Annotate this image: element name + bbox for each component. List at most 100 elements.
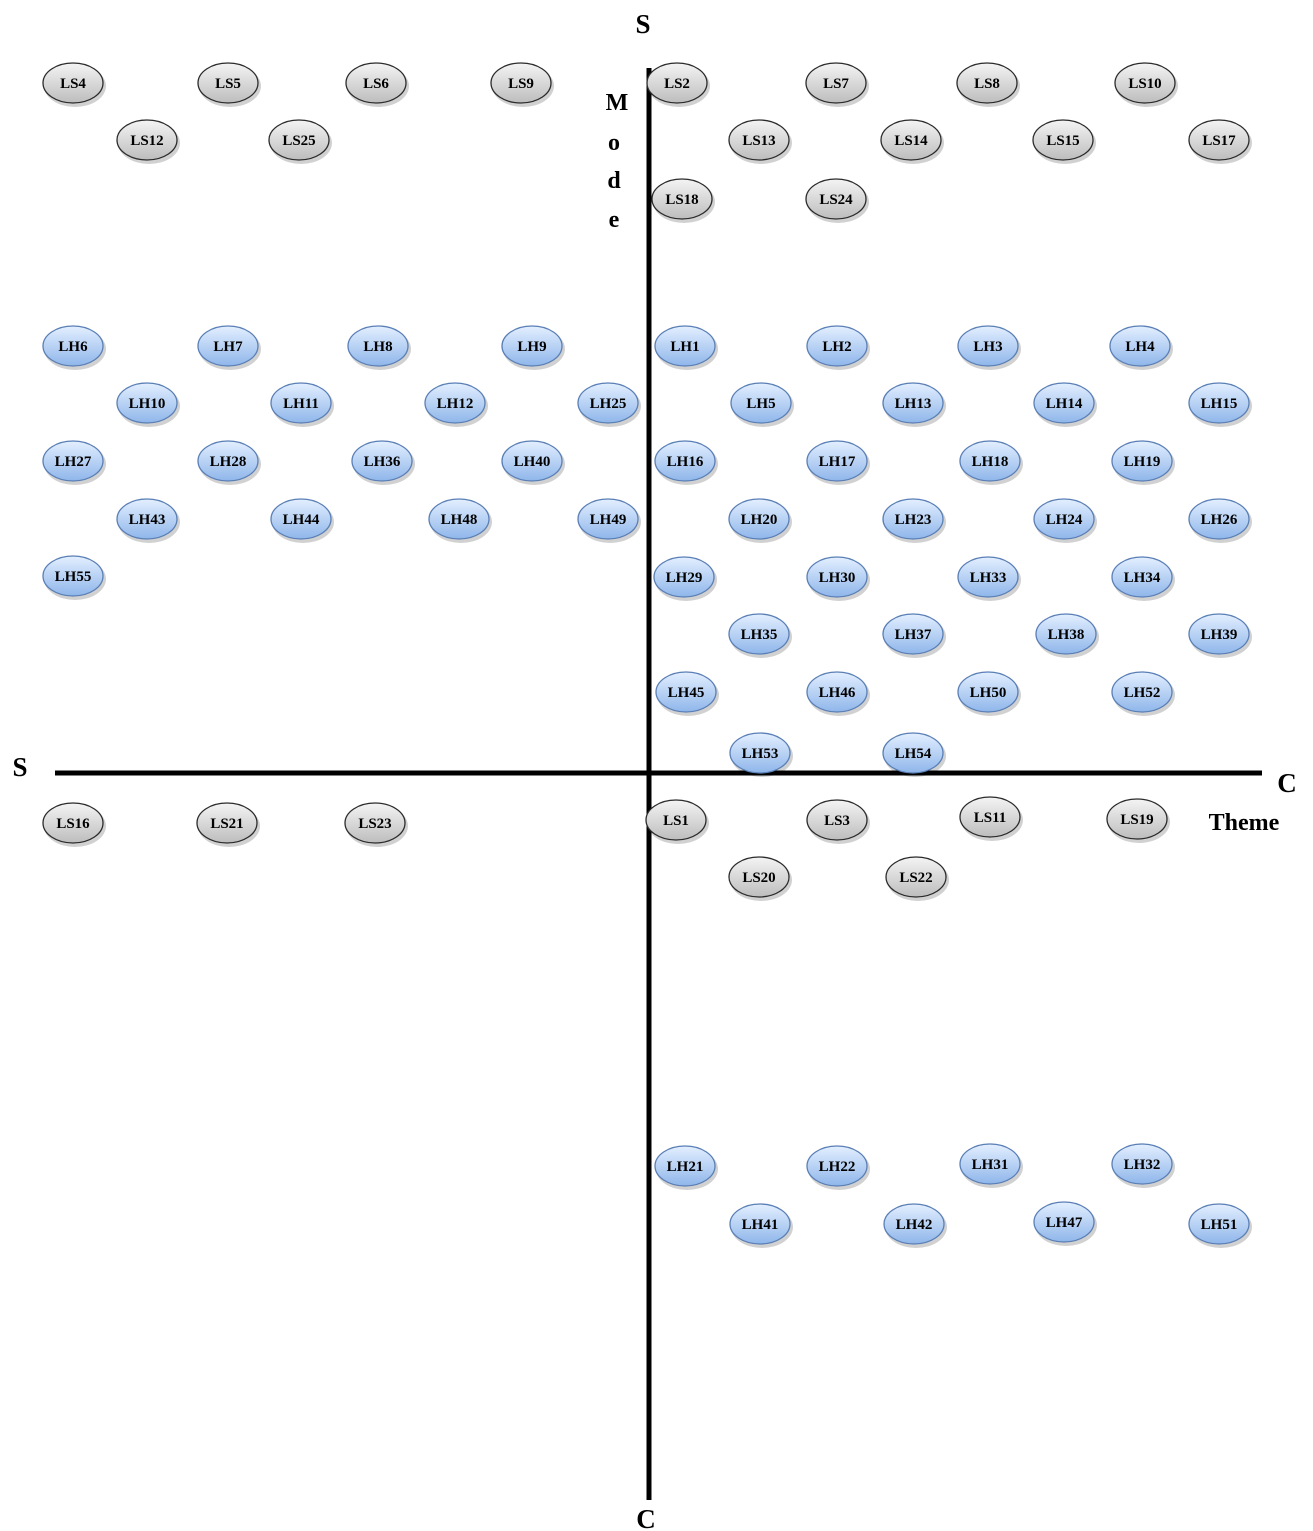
node-label: LH47 (1046, 1215, 1083, 1231)
node-lh41: LH41 (729, 1203, 793, 1248)
node-ellipse (42, 325, 104, 367)
node-ellipse (806, 325, 868, 367)
node-ellipse (728, 119, 790, 161)
node-ellipse (1114, 62, 1176, 104)
node-ellipse (956, 62, 1018, 104)
node-lh36: LH36 (351, 440, 415, 485)
node-label: LH13 (895, 396, 932, 412)
node-label: LS13 (742, 133, 775, 149)
node-ellipse (1033, 382, 1095, 424)
node-lh6: LH6 (42, 325, 106, 370)
node-label: LH40 (514, 454, 551, 470)
axis-left-label: S (12, 752, 27, 782)
node-label: LH44 (283, 512, 320, 528)
node-label: LS6 (363, 76, 389, 92)
horizontal-title: Theme (1209, 810, 1280, 836)
node-label: LH9 (517, 339, 546, 355)
node-label: LH12 (437, 396, 474, 412)
node-lh46: LH46 (806, 671, 870, 716)
node-lh31: LH31 (959, 1143, 1023, 1188)
node-ellipse (1109, 325, 1171, 367)
node-ls23: LS23 (344, 802, 408, 847)
node-lh39: LH39 (1188, 613, 1252, 658)
node-ellipse (728, 613, 790, 655)
node-ellipse (42, 62, 104, 104)
node-label: LH30 (819, 570, 856, 586)
node-lh4: LH4 (1109, 325, 1173, 370)
node-ellipse (42, 802, 104, 844)
node-label: LH4 (1125, 339, 1155, 355)
node-lh9: LH9 (501, 325, 565, 370)
node-ellipse (651, 178, 713, 220)
node-label: LH42 (896, 1217, 933, 1233)
node-label: LH50 (970, 685, 1007, 701)
node-ls18: LS18 (651, 178, 715, 223)
node-lh43: LH43 (116, 498, 180, 543)
node-ellipse (805, 62, 867, 104)
node-label: LS15 (1046, 133, 1079, 149)
node-ls6: LS6 (345, 62, 409, 107)
node-ellipse (197, 62, 259, 104)
node-lh11: LH11 (270, 382, 334, 427)
node-lh40: LH40 (501, 440, 565, 485)
node-lh42: LH42 (883, 1203, 947, 1248)
node-label: LS18 (665, 192, 698, 208)
node-ellipse (42, 440, 104, 482)
axis-top-label: S (635, 9, 650, 39)
node-label: LS9 (508, 76, 534, 92)
vertical-title-letter-m: M (606, 90, 629, 116)
node-label: LS23 (358, 816, 391, 832)
node-label: LS1 (663, 813, 689, 829)
node-label: LS14 (894, 133, 928, 149)
node-label: LS11 (974, 810, 1007, 826)
node-lh35: LH35 (728, 613, 792, 658)
node-lh16: LH16 (654, 440, 718, 485)
node-ellipse (501, 325, 563, 367)
node-label: LH45 (668, 685, 705, 701)
node-ls2: LS2 (646, 62, 710, 107)
node-ls11: LS11 (959, 796, 1023, 841)
node-lh29: LH29 (653, 556, 717, 601)
node-ellipse (729, 1203, 791, 1245)
node-label: LH11 (283, 396, 319, 412)
node-ellipse (728, 498, 790, 540)
node-ellipse (1111, 556, 1173, 598)
node-lh7: LH7 (197, 325, 261, 370)
node-ellipse (1188, 613, 1250, 655)
node-label: LH15 (1201, 396, 1238, 412)
node-ellipse (730, 382, 792, 424)
node-ellipse (646, 62, 708, 104)
node-label: LH54 (895, 746, 932, 762)
node-label: LS12 (130, 133, 163, 149)
node-lh1: LH1 (654, 325, 718, 370)
node-ls20: LS20 (728, 856, 792, 901)
node-ellipse (268, 119, 330, 161)
node-ellipse (196, 802, 258, 844)
node-ellipse (806, 556, 868, 598)
node-ls25: LS25 (268, 119, 332, 164)
node-label: LH3 (973, 339, 1002, 355)
node-ls21: LS21 (196, 802, 260, 847)
node-ellipse (1106, 798, 1168, 840)
node-ellipse (1111, 440, 1173, 482)
node-ellipse (197, 440, 259, 482)
node-lh23: LH23 (882, 498, 946, 543)
node-ellipse (957, 325, 1019, 367)
node-label: LS16 (56, 816, 90, 832)
node-ls7: LS7 (805, 62, 869, 107)
node-ellipse (347, 325, 409, 367)
node-label: LS20 (742, 870, 775, 886)
node-ellipse (116, 498, 178, 540)
node-lh49: LH49 (577, 498, 641, 543)
node-lh3: LH3 (957, 325, 1021, 370)
node-label: LH22 (819, 1159, 856, 1175)
node-ellipse (959, 1143, 1021, 1185)
node-label: LH24 (1046, 512, 1083, 528)
node-lh22: LH22 (806, 1145, 870, 1190)
node-label: LH31 (972, 1157, 1009, 1173)
node-lh28: LH28 (197, 440, 261, 485)
node-label: LH33 (970, 570, 1007, 586)
node-label: LH28 (210, 454, 247, 470)
node-lh14: LH14 (1033, 382, 1097, 427)
node-ellipse (957, 671, 1019, 713)
